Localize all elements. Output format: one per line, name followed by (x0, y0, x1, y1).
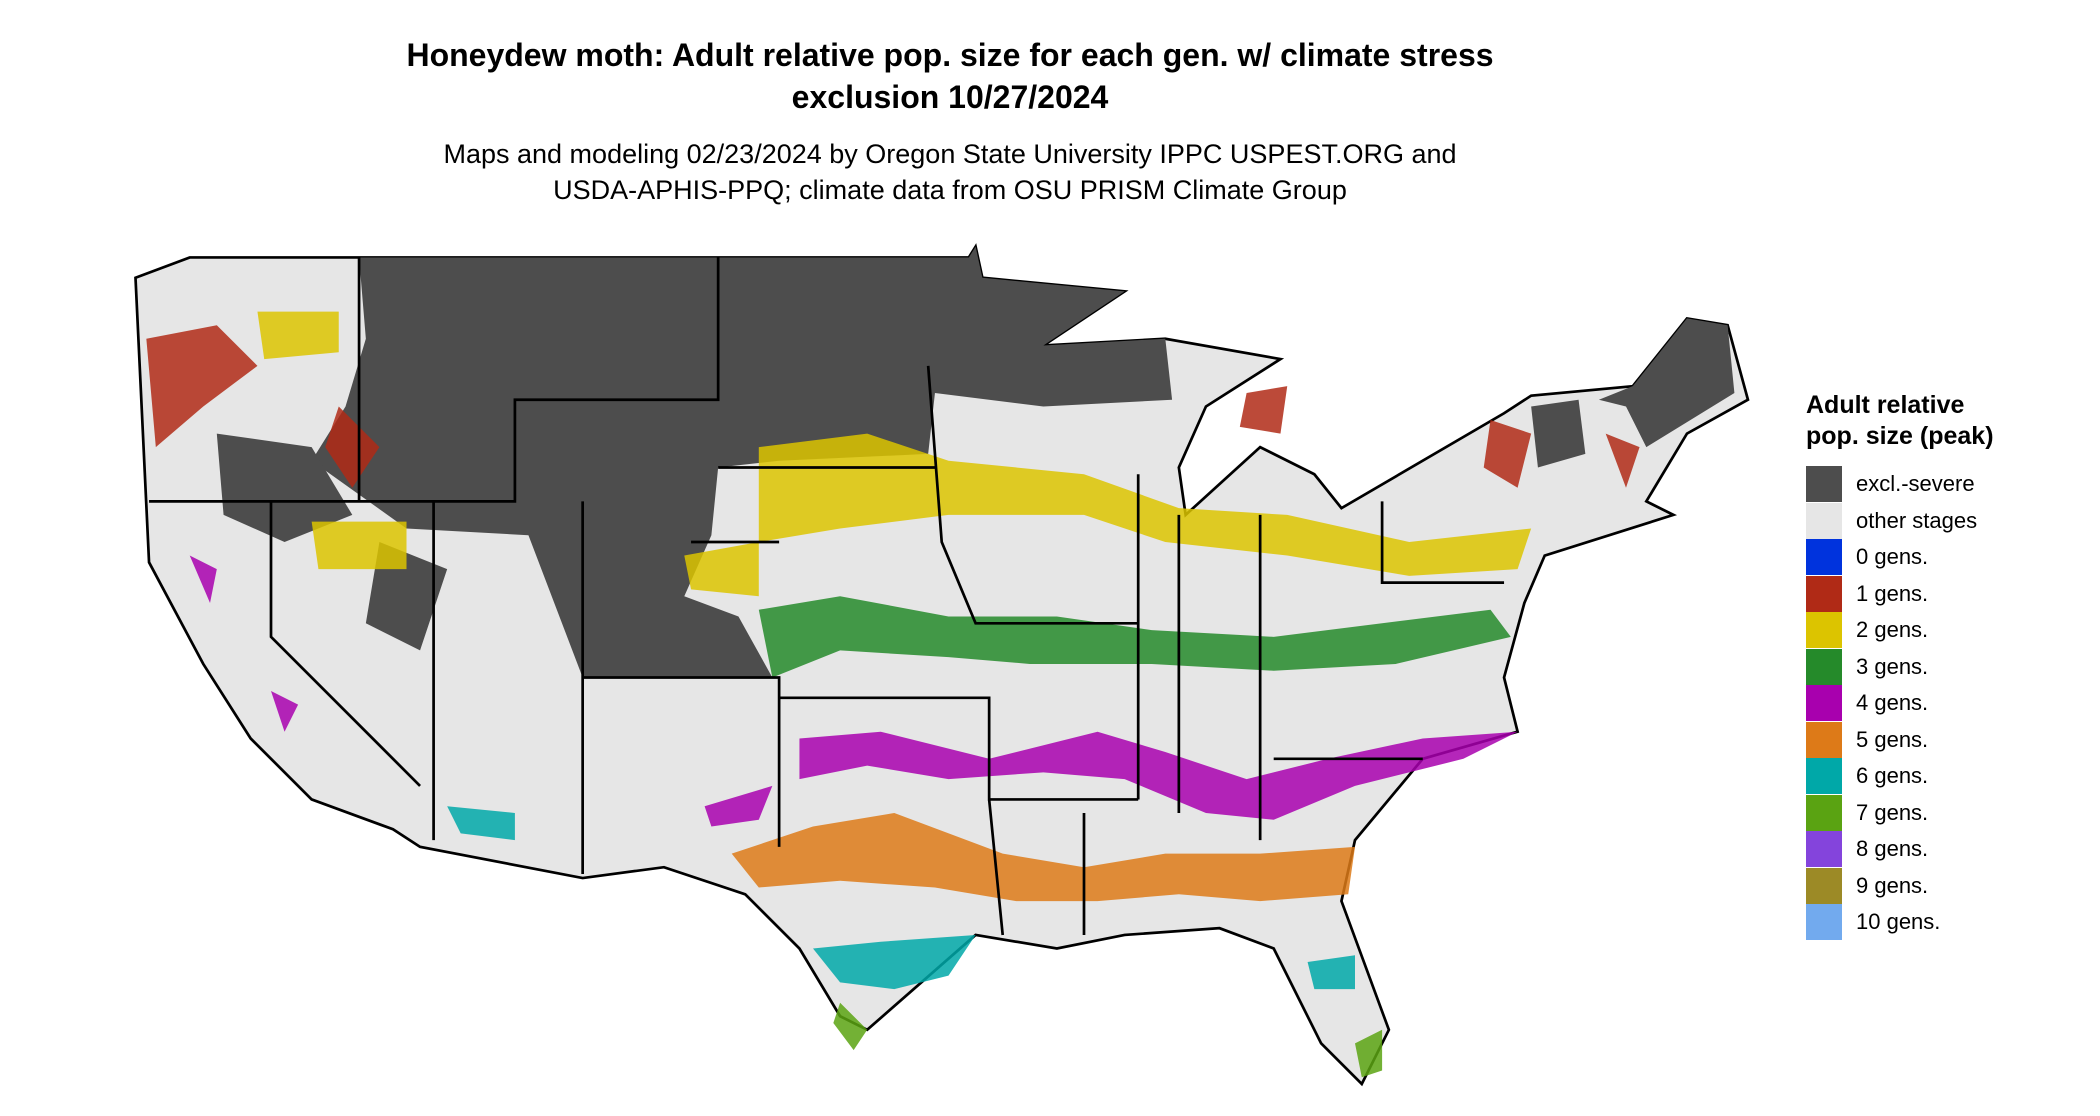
legend-swatch (1806, 794, 1842, 831)
legend-item: 1 gens. (1806, 575, 2026, 613)
gen-4-region (189, 555, 1518, 827)
map-body (134, 243, 1750, 1087)
legend-swatch (1806, 758, 1842, 795)
legend-item: excl.-severe (1806, 466, 2026, 503)
legend-label: 2 gens. (1856, 617, 1929, 643)
legend-swatch (1806, 502, 1842, 539)
gen-2-region (257, 311, 1532, 597)
legend-label: 6 gens. (1856, 763, 1929, 789)
legend-swatch (1806, 539, 1842, 576)
legend-items: excl.-severe other stages 0 gens. 1 gens. 2 … (1806, 466, 2026, 941)
legend-title: Adult relative pop. size (peak) (1806, 391, 1994, 450)
legend-label: 0 gens. (1856, 544, 1929, 570)
legend-swatch (1806, 685, 1842, 722)
legend-label: 4 gens. (1856, 690, 1929, 716)
legend-swatch (1806, 831, 1842, 868)
legend-label: 9 gens. (1856, 872, 1929, 898)
legend-swatch (1806, 575, 1842, 612)
legend-label: 1 gens. (1856, 580, 1929, 606)
legend-label: 5 gens. (1856, 726, 1929, 752)
gen-6-region (447, 806, 1355, 990)
legend-swatch (1806, 466, 1842, 503)
legend-swatch (1806, 721, 1842, 758)
gen-7-region (833, 1002, 1383, 1078)
legend-swatch (1806, 612, 1842, 649)
legend-item: 9 gens. (1806, 867, 2026, 905)
state-borders (149, 257, 1505, 936)
legend-item: 6 gens. (1806, 758, 2026, 795)
legend-swatch (1806, 648, 1842, 685)
legend-item: 7 gens. (1806, 794, 2026, 832)
excluded-region (216, 318, 1735, 651)
legend-swatch (1806, 867, 1842, 904)
legend-label: 7 gens. (1856, 799, 1929, 825)
gen-3-region (758, 596, 1511, 678)
legend-label: excl.-severe (1856, 471, 1975, 497)
legend-item: 5 gens. (1806, 721, 2026, 759)
legend-item: 8 gens. (1806, 831, 2026, 868)
map-subtitle: Maps and modeling 02/23/2024 by Oregon S… (443, 139, 1457, 205)
legend-item: 4 gens. (1806, 685, 2026, 722)
legend: Adult relative pop. size (peak) excl.-se… (1806, 390, 2026, 941)
legend-label: 3 gens. (1856, 653, 1929, 679)
legend-item: 10 gens. (1806, 904, 2026, 941)
gen-5-region (731, 813, 1355, 902)
map-title: Honeydew moth: Adult relative pop. size … (406, 37, 1494, 115)
legend-item: 2 gens. (1806, 612, 2026, 649)
excluded-region (311, 246, 1173, 678)
legend-swatch (1806, 904, 1842, 941)
legend-label: other stages (1856, 507, 1978, 533)
legend-item: 3 gens. (1806, 648, 2026, 686)
legend-item: 0 gens. (1806, 539, 2026, 576)
legend-label: 8 gens. (1856, 836, 1929, 862)
legend-item: other stages (1806, 502, 2026, 540)
legend-label: 10 gens. (1856, 909, 1941, 935)
